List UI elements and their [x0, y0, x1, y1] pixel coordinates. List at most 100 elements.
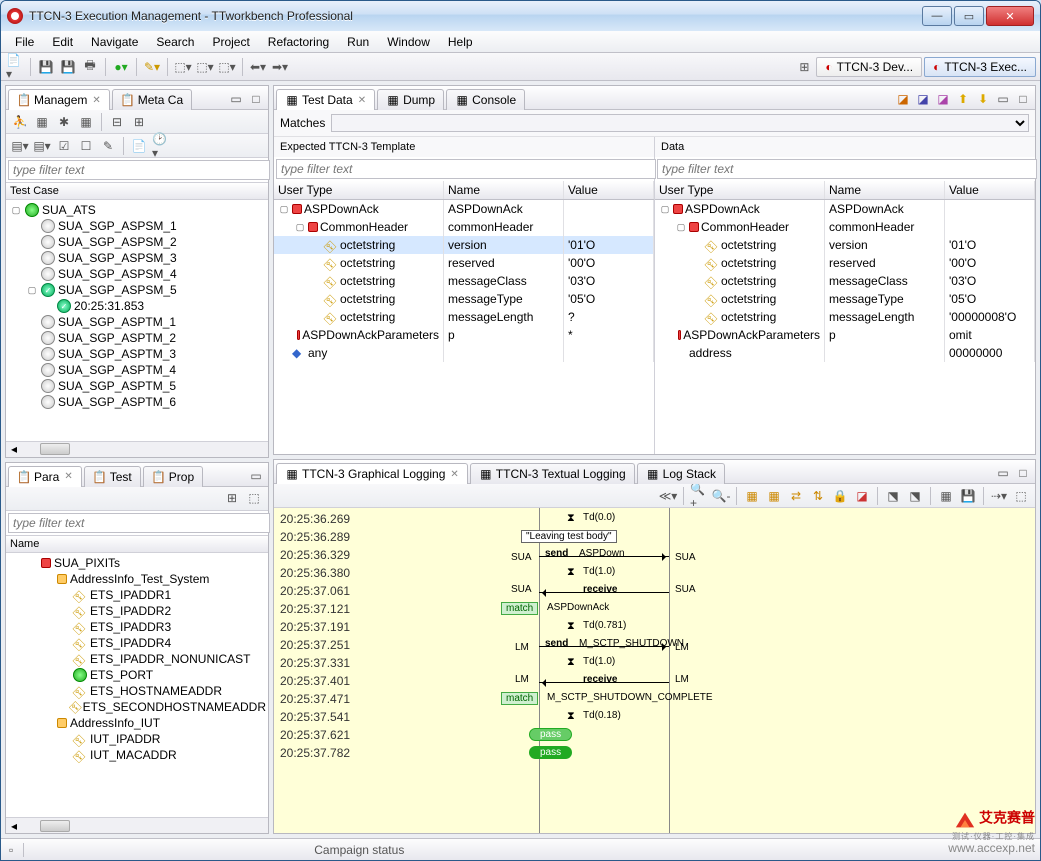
tool-a[interactable]: ⬚▾: [173, 57, 193, 77]
table-row[interactable]: ASPDownAckParametersp*: [274, 326, 654, 344]
tree-item[interactable]: SUA_SGP_ASPTM_3: [6, 346, 268, 362]
table-row[interactable]: octetstringmessageType'05'O: [655, 290, 1035, 308]
table-row[interactable]: octetstringreserved'00'O: [655, 254, 1035, 272]
tab-testdata[interactable]: ▦Test Data✕: [276, 89, 375, 110]
back-button[interactable]: ⬅▾: [248, 57, 268, 77]
table-row[interactable]: ▢CommonHeadercommonHeader: [655, 218, 1035, 236]
table-row[interactable]: address00000000: [655, 344, 1035, 362]
print-button[interactable]: 🖶: [80, 57, 100, 77]
table-row[interactable]: octetstringmessageLength?: [274, 308, 654, 326]
open-perspective-button[interactable]: ⊞: [794, 57, 814, 77]
log-i6[interactable]: ⬔: [883, 486, 903, 506]
tree-item[interactable]: ▢✓SUA_SGP_ASPSM_5: [6, 282, 268, 298]
perspective-dev[interactable]: ◐TTCN-3 Dev...: [816, 57, 922, 77]
tab-managem[interactable]: 📋Managem✕: [8, 89, 110, 110]
tree-item[interactable]: ETS_IPADDR4: [6, 635, 268, 651]
debug-icon[interactable]: ✱: [54, 112, 74, 132]
tb-i6[interactable]: 📄: [129, 136, 149, 156]
view-max-icon[interactable]: □: [1013, 89, 1033, 109]
log-save-icon[interactable]: 💾: [958, 486, 978, 506]
table-row[interactable]: octetstringmessageClass'03'O: [274, 272, 654, 290]
table-row[interactable]: octetstringmessageLength'00000008'O: [655, 308, 1035, 326]
tree-item[interactable]: SUA_PIXITs: [6, 555, 268, 571]
stop-icon[interactable]: ▦: [32, 112, 52, 132]
save-button[interactable]: 💾: [36, 57, 56, 77]
tab-prop[interactable]: 📋Prop: [143, 466, 203, 487]
tree-item[interactable]: IUT_MACADDR: [6, 747, 268, 763]
expand-icon[interactable]: ⊟: [107, 112, 127, 132]
log-i9[interactable]: ⇢▾: [989, 486, 1009, 506]
log-i3[interactable]: ⇄: [786, 486, 806, 506]
tab-dump[interactable]: ▦Dump: [377, 89, 444, 110]
tree-item[interactable]: ETS_IPADDR1: [6, 587, 268, 603]
tab-logstack[interactable]: ▦Log Stack: [637, 463, 725, 484]
tab-para[interactable]: 📋Para✕: [8, 466, 82, 487]
table-row[interactable]: ▢CommonHeadercommonHeader: [274, 218, 654, 236]
collapse-icon[interactable]: ⊞: [129, 112, 149, 132]
managem-filter-input[interactable]: [8, 160, 270, 180]
tb-i2[interactable]: ▤▾: [32, 136, 52, 156]
tree-item[interactable]: SUA_SGP_ASPSM_2: [6, 234, 268, 250]
tree-item[interactable]: ✓20:25:31.853: [6, 298, 268, 314]
tree-item[interactable]: ETS_HOSTNAMEADDR: [6, 683, 268, 699]
tree-item[interactable]: ETS_IPADDR3: [6, 619, 268, 635]
fwd-button[interactable]: ➡▾: [270, 57, 290, 77]
log-i1[interactable]: ▦: [742, 486, 762, 506]
table-row[interactable]: octetstringversion'01'O: [274, 236, 654, 254]
table-row[interactable]: ▢ASPDownAckASPDownAck: [655, 200, 1035, 218]
tree-item[interactable]: SUA_SGP_ASPTM_2: [6, 330, 268, 346]
table-row[interactable]: octetstringmessageClass'03'O: [655, 272, 1035, 290]
lock-icon[interactable]: 🔒: [830, 486, 850, 506]
table-row[interactable]: octetstringreserved'00'O: [274, 254, 654, 272]
titlebar[interactable]: TTCN-3 Execution Management - TTworkbenc…: [1, 1, 1040, 31]
tab-graphical-logging[interactable]: ▦TTCN-3 Graphical Logging✕: [276, 463, 468, 484]
close-icon[interactable]: ✕: [92, 95, 100, 106]
expected-filter-input[interactable]: [276, 159, 656, 179]
view-min-icon[interactable]: ▭: [246, 466, 266, 486]
expected-table[interactable]: User TypeNameValue ▢ASPDownAckASPDownAck…: [274, 181, 655, 454]
managem-tree[interactable]: ▢SUA_ATSSUA_SGP_ASPSM_1SUA_SGP_ASPSM_2SU…: [6, 200, 268, 441]
table-row[interactable]: octetstringmessageType'05'O: [274, 290, 654, 308]
matches-select[interactable]: [331, 114, 1029, 132]
tab-test[interactable]: 📋Test: [84, 466, 141, 487]
log-i4[interactable]: ⇅: [808, 486, 828, 506]
menu-search[interactable]: Search: [148, 33, 202, 51]
view-min-icon[interactable]: ▭: [993, 89, 1013, 109]
menu-help[interactable]: Help: [440, 33, 481, 51]
h-scrollbar[interactable]: ◂: [6, 817, 268, 833]
graphical-log-canvas[interactable]: 20:25:36.26920:25:36.28920:25:36.32920:2…: [274, 508, 1035, 833]
tree-item[interactable]: ETS_SECONDHOSTNAMEADDR: [6, 699, 268, 715]
view-maximize-icon[interactable]: □: [246, 89, 266, 109]
log-i5[interactable]: ◪: [852, 486, 872, 506]
menu-file[interactable]: File: [7, 33, 42, 51]
minimize-button[interactable]: —: [922, 6, 952, 26]
new-button[interactable]: 📄▾: [5, 57, 25, 77]
run-button[interactable]: ●▾: [111, 57, 131, 77]
tree-item[interactable]: SUA_SGP_ASPSM_1: [6, 218, 268, 234]
menu-edit[interactable]: Edit: [44, 33, 81, 51]
tab-metaca[interactable]: 📋Meta Ca: [112, 89, 192, 110]
maximize-button[interactable]: ▭: [954, 6, 984, 26]
view-minimize-icon[interactable]: ▭: [226, 89, 246, 109]
perspective-exec[interactable]: ◐TTCN-3 Exec...: [924, 57, 1036, 77]
zoom-in-icon[interactable]: 🔍+: [689, 486, 709, 506]
view-min-icon[interactable]: ▭: [993, 463, 1013, 483]
para-tb-2[interactable]: ⬚: [244, 488, 264, 508]
close-icon[interactable]: ✕: [64, 471, 72, 482]
tree-item[interactable]: SUA_SGP_ASPTM_5: [6, 378, 268, 394]
table-row[interactable]: ◆any: [274, 344, 654, 362]
tb-i1[interactable]: ▤▾: [10, 136, 30, 156]
h-scrollbar[interactable]: ◂: [6, 441, 268, 457]
tree-item[interactable]: ETS_PORT: [6, 667, 268, 683]
menu-project[interactable]: Project: [204, 33, 257, 51]
log-prev-icon[interactable]: ≪▾: [658, 486, 678, 506]
tree-item[interactable]: AddressInfo_IUT: [6, 715, 268, 731]
save-all-button[interactable]: 💾: [58, 57, 78, 77]
table-row[interactable]: ▢ASPDownAckASPDownAck: [274, 200, 654, 218]
log-i7[interactable]: ⬔: [905, 486, 925, 506]
view-max-icon[interactable]: □: [1013, 463, 1033, 483]
tb-ic1[interactable]: ◪: [893, 89, 913, 109]
tree-item[interactable]: ETS_IPADDR2: [6, 603, 268, 619]
close-icon[interactable]: ✕: [358, 95, 366, 106]
tool-b[interactable]: ⬚▾: [195, 57, 215, 77]
